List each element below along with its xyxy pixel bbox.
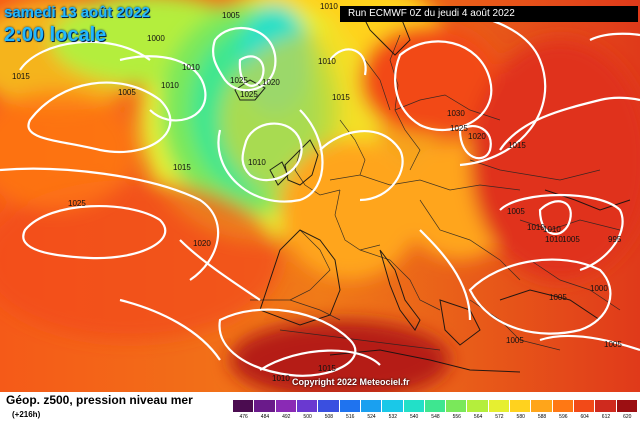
geopotential-map-svg: 1005 1010 1000 1005 1010 1010 1010 1025 … (0, 0, 640, 392)
isobar-label: 1010 (318, 57, 336, 66)
scale-value-label: 612 (601, 414, 611, 420)
scale-value-label: 556 (452, 414, 461, 420)
scale-swatch (254, 400, 276, 412)
isobar-lines (0, 9, 640, 377)
isobar-label: 1005 (506, 336, 524, 345)
scale-value-label: 540 (409, 414, 419, 420)
isobar-label: 1010 (545, 235, 563, 244)
isobar-label: 1025 (230, 76, 248, 85)
scale-swatch (275, 400, 297, 412)
isobar-label: 1015 (173, 163, 191, 172)
isobar-label: 1010 (527, 223, 545, 232)
scale-swatch (446, 400, 468, 412)
isobar-label: 1005 (549, 293, 567, 302)
legend-footer: Géop. z500, pression niveau mer (+216h) … (0, 392, 640, 427)
scale-value-label: 620 (623, 414, 632, 420)
isobar-label: 1015 (12, 72, 30, 81)
scale-value-label: 580 (516, 414, 525, 420)
scale-swatch (510, 400, 532, 412)
isobar-label: 1020 (262, 78, 280, 87)
scale-swatch (616, 400, 638, 412)
scale-value-label: 532 (388, 414, 398, 420)
scale-swatch (318, 400, 340, 412)
scale-swatch (360, 400, 383, 412)
scale-swatch (595, 400, 617, 412)
scale-swatch (424, 400, 447, 412)
scale-swatch (552, 400, 574, 412)
scale-value-label: 484 (260, 414, 270, 420)
scale-swatch (403, 400, 425, 412)
isobar-label: 1005 (507, 207, 525, 216)
isobar-label: 1005 (562, 235, 580, 244)
isobar-label: 1010 (543, 225, 561, 234)
isobar-label: 1015 (318, 364, 336, 373)
isobar-label: 1025 (240, 90, 258, 99)
scale-swatch (382, 400, 404, 412)
scale-value-label: 572 (495, 414, 504, 420)
isobar-label: 1030 (447, 109, 465, 118)
forecast-date: samedi 13 août 2022 (4, 4, 150, 21)
scale-value-label: 492 (282, 414, 291, 420)
isobar-labels: 1005 1010 1000 1005 1010 1010 1010 1025 … (12, 2, 622, 383)
scale-swatch (339, 400, 361, 412)
isobar-label: 1010 (320, 2, 338, 11)
isobar-label: 1000 (590, 284, 608, 293)
isobar-label: 1020 (468, 132, 486, 141)
color-scale (233, 400, 638, 412)
isobar-label: 1020 (193, 239, 211, 248)
z500-color-field (0, 0, 640, 392)
isobar-label: 1015 (332, 93, 350, 102)
scale-swatch (574, 400, 596, 412)
scale-value-label: 604 (580, 414, 589, 420)
forecast-time: 2:00 locale (4, 24, 107, 46)
scale-swatch (531, 400, 553, 412)
scale-value-label: 516 (346, 414, 355, 420)
scale-value-label: 524 (367, 414, 376, 420)
isobar-label: 1010 (248, 158, 266, 167)
scale-swatch (488, 400, 511, 412)
isobar-label: 1025 (68, 199, 86, 208)
scale-swatch (233, 400, 255, 412)
weather-map: 1005 1010 1000 1005 1010 1010 1010 1025 … (0, 0, 640, 392)
isobar-label: 1000 (147, 34, 165, 43)
scale-value-label: 596 (559, 414, 568, 420)
isobar-label: 1015 (508, 141, 526, 150)
isobar-label: 1005 (118, 88, 136, 97)
isobar-label: 1025 (450, 124, 468, 133)
scale-value-label: 476 (239, 414, 248, 420)
color-scale-labels: 476 484 492 500 508 516 524 532 540 548 556 564 572 5… (233, 414, 638, 424)
copyright-notice: Copyright 2022 Meteociel.fr (292, 377, 410, 387)
scale-value-label: 548 (431, 414, 440, 420)
isobar-label: 1005 (604, 340, 622, 349)
scale-value-label: 508 (324, 414, 334, 420)
isobar-label: 1010 (161, 81, 179, 90)
isobar-label: 995 (608, 235, 622, 244)
forecast-hour-label: (+216h) (12, 410, 41, 419)
isobar-label: 1005 (222, 11, 240, 20)
legend-title: Géop. z500, pression niveau mer (6, 393, 193, 407)
run-info-banner: Run ECMWF 0Z du jeudi 4 août 2022 (340, 6, 638, 22)
scale-swatch (296, 400, 319, 412)
scale-value-label: 500 (303, 414, 312, 420)
scale-value-label: 564 (473, 414, 483, 420)
isobar-label: 1010 (272, 374, 290, 383)
isobar-label: 1010 (182, 63, 200, 72)
scale-swatch (467, 400, 489, 412)
scale-value-label: 588 (537, 414, 547, 420)
